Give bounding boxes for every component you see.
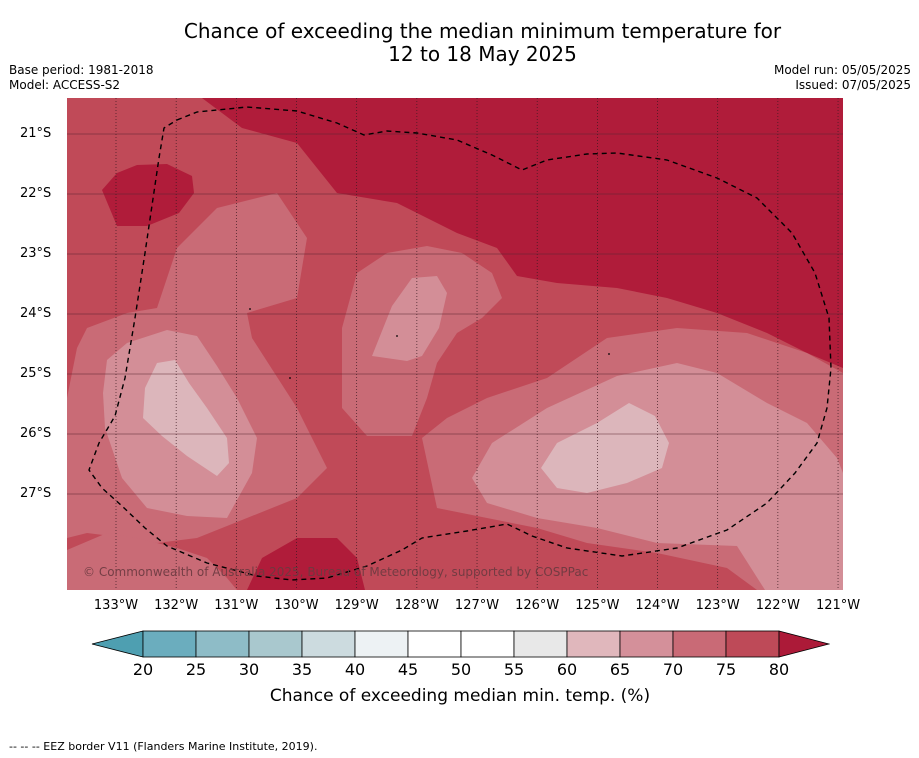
longitude-label: 122°W [755,598,800,613]
longitude-label: 133°W [93,598,139,613]
base-period-text: Base period: 1981-2018 [9,63,154,77]
colorbar-segment [513,630,568,658]
region-65-70-central [372,276,447,361]
longitude-label: 126°W [515,598,560,613]
longitude-label: 131°W [214,598,259,613]
colorbar-extend-low [91,630,144,658]
colorbar-segment [248,630,303,658]
colorbar-tick-label: 65 [609,660,631,679]
colorbar-tick-label: 80 [768,660,790,679]
eez-footnote: -- -- -- EEZ border V11 (Flanders Marine… [9,740,318,753]
colorbar-segment [619,630,674,658]
map-panel[interactable]: © Commonwealth of Australia 2025, Bureau… [67,98,843,590]
colorbar-tick-label: 60 [556,660,578,679]
longitude-label: 129°W [334,598,379,613]
colorbar-segment [566,630,621,658]
latitude-label: 27°S [20,486,52,501]
colorbar-segment [195,630,250,658]
colorbar-segment [460,630,515,658]
region-above-80-north-west [102,164,194,226]
longitude-label: 128°W [394,598,439,613]
colorbar-tick-label: 25 [185,660,207,679]
colorbar-tick-label: 70 [662,660,684,679]
longitude-label: 123°W [695,598,740,613]
island-marker [289,377,291,379]
eez-border-line [88,106,832,581]
colorbar-segment [354,630,409,658]
colorbar-tick-label: 75 [715,660,737,679]
latitude-label: 23°S [20,246,52,261]
colorbar-label: Chance of exceeding median min. temp. (%… [269,686,651,706]
model-run-text: Model run: 05/05/2025 [773,63,911,77]
latitude-label: 26°S [20,426,52,441]
latitude-label: 25°S [20,366,52,381]
colorbar-tick-label: 20 [132,660,154,679]
issued-text: Issued: 07/05/2025 [795,78,911,92]
colorbar-segment [301,630,356,658]
colorbar-tick-label: 30 [238,660,260,679]
region-60-65-south-east [541,403,669,493]
colorbar-tick-label: 45 [397,660,419,679]
longitude-label: 125°W [575,598,620,613]
map-title-line-1: Chance of exceeding the median minimum t… [183,19,782,43]
latitude-label: 21°S [20,126,52,141]
graticule [67,98,843,590]
longitude-label: 130°W [274,598,319,613]
colorbar-segment [142,630,197,658]
probability-map [67,98,843,590]
latitude-label: 24°S [20,306,52,321]
longitude-label: 124°W [635,598,680,613]
colorbar-tick-label: 35 [291,660,313,679]
longitude-label: 121°W [815,598,861,613]
region-above-80-south [247,538,365,590]
colorbar-segment [725,630,780,658]
colorbar-tick-label: 40 [344,660,366,679]
longitude-label: 132°W [154,598,199,613]
latitude-label: 22°S [20,186,52,201]
copyright-text: © Commonwealth of Australia 2025, Bureau… [83,565,589,579]
colorbar-segment [672,630,727,658]
region-60-65-west [143,360,229,476]
longitude-label: 127°W [454,598,500,613]
map-title-line-2: 12 to 18 May 2025 [388,42,577,66]
island-marker [249,308,251,310]
colorbar-tick-label: 50 [450,660,472,679]
island-marker [396,335,398,337]
colorbar [91,630,830,658]
model-text: Model: ACCESS-S2 [9,78,121,92]
island-marker [608,353,610,355]
region-70-75-south-west [67,533,237,590]
colorbar-tick-label: 55 [503,660,525,679]
colorbar-extend-high [778,630,830,658]
colorbar-segment [407,630,462,658]
